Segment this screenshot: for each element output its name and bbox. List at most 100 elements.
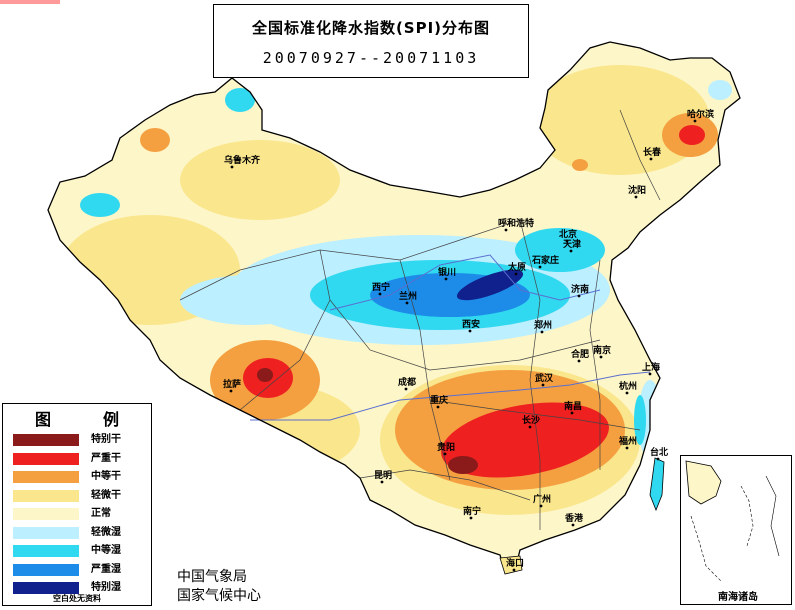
extreme-dry-tibet: [257, 368, 273, 382]
legend-item: 特别干: [13, 432, 148, 448]
legend-note: 空白处无资料: [53, 594, 101, 603]
city-marker: [436, 405, 440, 409]
extreme-wet-core: [456, 269, 524, 301]
legend-item: 中等湿: [13, 543, 148, 559]
city-marker: [577, 359, 581, 363]
south-china-sea-inset: [680, 455, 792, 605]
city-marker: [599, 355, 603, 359]
legend-swatch: [13, 452, 79, 465]
city-label: 合肥: [571, 348, 589, 360]
city-marker: [649, 157, 653, 161]
city-label: 银川: [438, 266, 456, 278]
city-marker: [540, 330, 544, 334]
moderate-dry-spot: [572, 159, 588, 171]
hainan-island: [499, 555, 523, 575]
city-label: 海口: [506, 557, 524, 569]
legend-swatch: [13, 526, 79, 539]
city-marker: [229, 389, 233, 393]
city-marker: [230, 165, 234, 169]
city-label: 哈尔滨: [687, 108, 714, 120]
light-dry-xinjiang: [180, 140, 340, 220]
extreme-dry-guizhou: [448, 456, 478, 474]
inset-boundary: [740, 485, 754, 547]
city-marker: [378, 292, 382, 296]
moderate-wet-north-xj: [225, 88, 255, 112]
legend: 图 例 特别干严重干中等干轻微干正常轻微湿中等湿严重湿特别湿 空白处无资料: [2, 403, 152, 606]
light-dry-northeast: [530, 65, 710, 175]
city-label: 北京: [559, 228, 577, 240]
legend-label: 轻微干: [91, 489, 121, 501]
city-marker: [444, 277, 448, 281]
province-boundaries: [179, 109, 661, 530]
inset-label: 南海诸岛: [718, 592, 758, 603]
city-marker: [504, 228, 508, 232]
legend-label: 严重干: [91, 452, 121, 464]
light-wet-west: [180, 275, 320, 325]
legend-item: 严重干: [13, 451, 148, 467]
map-title: 全国标准化降水指数(SPI)分布图: [251, 19, 491, 37]
city-label: 天津: [563, 238, 581, 250]
legend-label: 中等干: [91, 471, 121, 482]
city-label: 上海: [642, 361, 660, 373]
city-marker: [693, 119, 697, 123]
moderate-wet-beijing: [515, 228, 605, 272]
city-label: 南宁: [463, 505, 481, 517]
title-box: 全国标准化降水指数(SPI)分布图 20070927--20071103: [213, 4, 529, 78]
legend-label: 中等湿: [91, 545, 121, 556]
city-label: 长春: [643, 146, 662, 158]
city-label: 济南: [571, 283, 589, 295]
city-marker: [514, 272, 518, 276]
city-label: 台北: [650, 446, 668, 458]
city-label: 重庆: [430, 394, 448, 406]
taiwan-island: [649, 457, 665, 512]
city-label: 武汉: [535, 372, 554, 384]
top-edge-mark: [0, 0, 60, 4]
legend-swatch: [13, 582, 79, 594]
agency-cma: 中国气象局: [177, 569, 247, 585]
city-label: 杭州: [619, 380, 637, 392]
city-marker: [570, 411, 574, 415]
severe-dry-south: [441, 402, 609, 478]
city-marker: [571, 523, 575, 527]
moderate-dry-altai: [140, 128, 170, 152]
legend-item: 轻微湿: [13, 525, 148, 541]
legend-label: 正常: [91, 508, 111, 519]
city-label: 呼和浩特: [498, 217, 534, 229]
rivers: [250, 254, 651, 421]
city-label: 西安: [462, 318, 480, 330]
city-label: 西宁: [372, 281, 390, 293]
legend-item: 严重湿: [13, 562, 148, 578]
city-marker: [539, 504, 543, 508]
legend-heading: 图 例: [34, 410, 137, 429]
inset-coast: [685, 460, 722, 505]
moderate-wet-coast: [634, 395, 646, 445]
light-wet-northeast: [708, 80, 732, 100]
inset-boundary-2: [690, 515, 722, 582]
city-label: 成都: [398, 376, 416, 388]
legend-swatch: [13, 489, 79, 502]
city-label: 乌鲁木齐: [224, 154, 261, 166]
legend-label: 特别湿: [91, 582, 121, 593]
city-label: 福州: [618, 435, 637, 447]
city-marker: [512, 568, 516, 572]
city-marker: [569, 249, 573, 253]
city-marker: [404, 387, 408, 391]
inset-map: [685, 460, 780, 582]
city-label: 郑州: [534, 319, 552, 331]
map-period: 20070927--20071103: [262, 49, 480, 67]
city-label: 香港: [564, 512, 584, 524]
city-marker: [634, 195, 638, 199]
city-marker: [538, 265, 542, 269]
legend-item: 轻微干: [13, 488, 148, 504]
agency-ncc: 国家气候中心: [177, 588, 261, 604]
city-label: 兰州: [399, 290, 417, 302]
city-marker: [443, 452, 447, 456]
city-label: 石家庄: [531, 254, 559, 266]
legend-swatch: [13, 508, 79, 520]
city-marker: [577, 294, 581, 298]
city-label: 贵阳: [437, 441, 455, 453]
legend-item: 正常: [13, 506, 148, 522]
moderate-wet-west: [80, 193, 120, 217]
legend-swatch: [13, 471, 79, 483]
